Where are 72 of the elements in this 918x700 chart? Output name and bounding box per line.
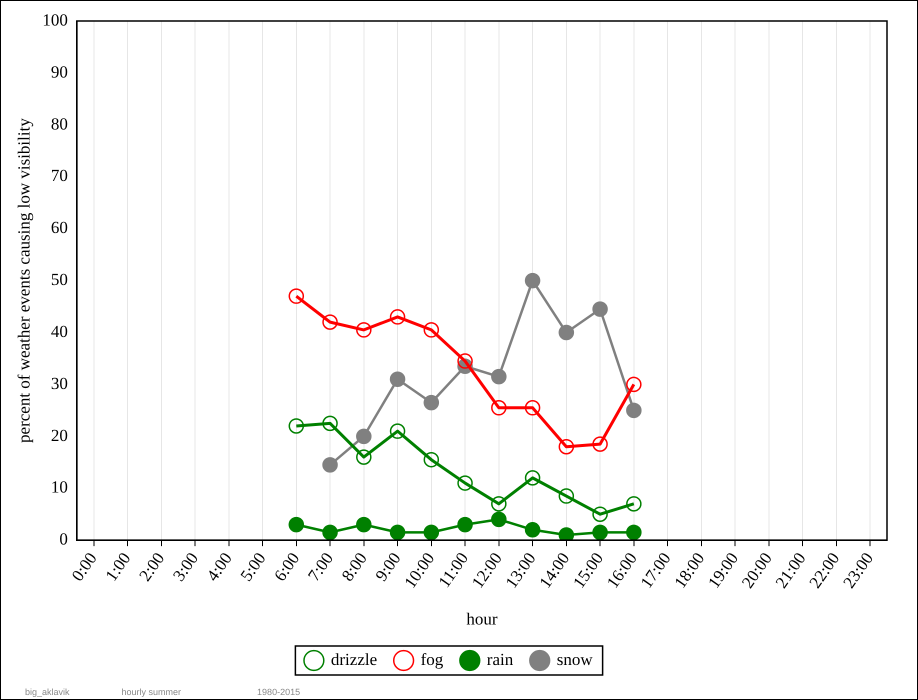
point xyxy=(524,470,540,486)
y-tick-label: 70 xyxy=(50,166,68,186)
point xyxy=(457,353,473,369)
point xyxy=(558,438,574,454)
point xyxy=(390,423,406,439)
y-tick-label: 30 xyxy=(50,374,68,393)
point xyxy=(524,522,540,538)
y-tick-label: 100 xyxy=(42,10,68,30)
point xyxy=(626,402,642,418)
point xyxy=(558,527,574,540)
text: 1980-2015 xyxy=(257,687,300,697)
point xyxy=(491,496,507,512)
x-tick-label: 5:00 xyxy=(236,548,270,585)
x-tick-label: 8:00 xyxy=(338,548,371,585)
legend-label: snow xyxy=(556,650,594,669)
point xyxy=(356,449,372,465)
point xyxy=(390,371,406,387)
point xyxy=(592,301,608,317)
y-tick-label: 0 xyxy=(59,530,68,549)
point xyxy=(558,324,574,340)
text: hourly summer xyxy=(122,687,182,697)
point xyxy=(322,457,338,473)
y-axis-title: percent of weather events causing low visibility xyxy=(14,118,34,443)
text: big_aklavik xyxy=(25,687,70,697)
point xyxy=(390,309,406,325)
y-tick-label: 10 xyxy=(50,478,68,497)
x-tick-label: 9:00 xyxy=(372,548,404,585)
x-tick-label: 4:00 xyxy=(202,548,236,585)
point xyxy=(626,496,642,512)
point xyxy=(356,322,372,338)
point xyxy=(424,452,440,468)
point xyxy=(390,524,406,540)
x-tick-label: 6:00 xyxy=(270,548,304,585)
point xyxy=(424,322,440,338)
point xyxy=(457,516,473,532)
point xyxy=(626,376,642,392)
point xyxy=(322,416,338,432)
legend-label: fog xyxy=(420,650,444,669)
point xyxy=(592,506,608,522)
point xyxy=(424,524,440,540)
point xyxy=(592,436,608,452)
point xyxy=(592,524,608,540)
y-tick-label: 90 xyxy=(50,62,68,82)
point xyxy=(288,418,304,434)
y-tick-label: 20 xyxy=(50,426,68,445)
point xyxy=(491,512,507,528)
point xyxy=(288,288,304,304)
x-tick-label: 1:00 xyxy=(102,548,134,585)
y-tick-label: 80 xyxy=(50,114,68,134)
legend-label: drizzle xyxy=(330,650,378,669)
x-axis-title: hour xyxy=(466,609,498,628)
y-tick-label: 60 xyxy=(50,218,68,238)
y-tick-label: 50 xyxy=(50,270,68,290)
point xyxy=(424,394,440,410)
x-tick-label: 2:00 xyxy=(135,548,168,585)
point xyxy=(524,400,540,416)
point xyxy=(356,516,372,532)
point xyxy=(356,428,372,444)
legend-label: rain xyxy=(486,650,514,669)
point xyxy=(322,524,338,540)
point xyxy=(524,272,540,288)
point xyxy=(322,314,338,330)
x-tick-label: 0:00 xyxy=(68,548,101,585)
point xyxy=(288,516,304,532)
y-tick-label: 40 xyxy=(50,322,68,341)
point xyxy=(491,368,507,384)
x-tick-label: 3:00 xyxy=(169,548,202,585)
point xyxy=(491,400,507,416)
point xyxy=(457,475,473,491)
point xyxy=(626,524,642,540)
point xyxy=(558,488,574,504)
x-tick-label: 7:00 xyxy=(304,548,337,585)
